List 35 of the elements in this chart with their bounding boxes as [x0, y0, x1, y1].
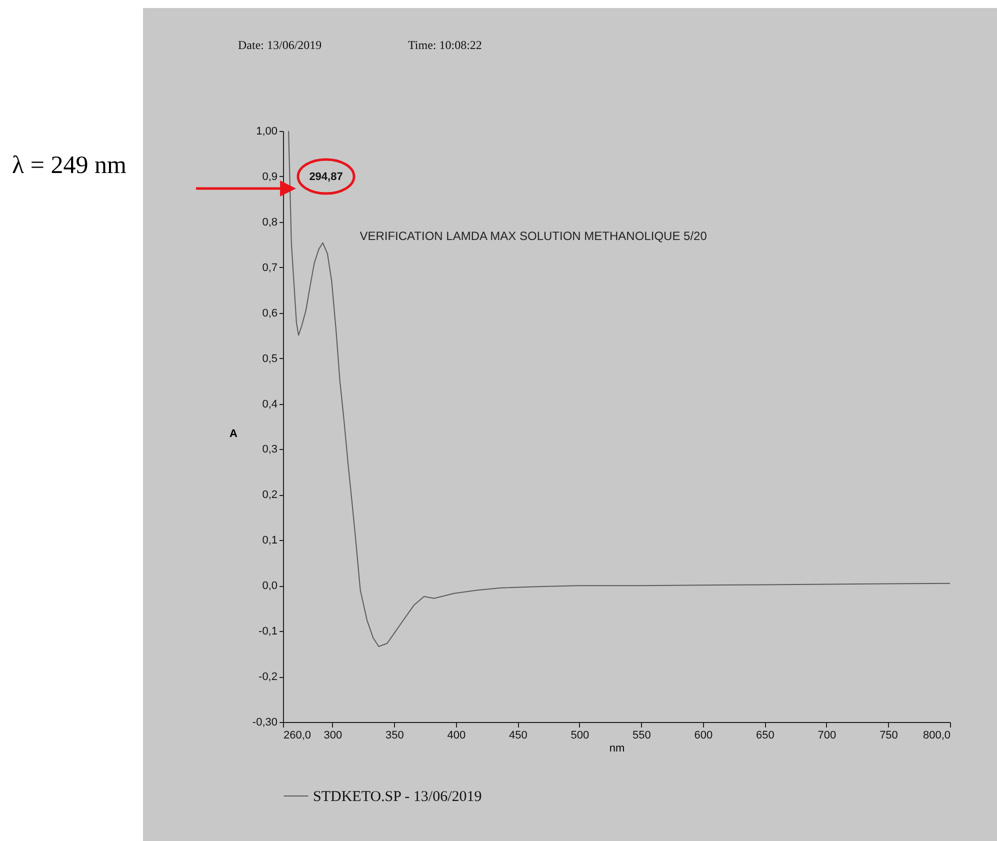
y-tick-label: -0,30: [252, 716, 278, 728]
x-tick-label: 500: [570, 730, 590, 742]
text: VERIFICATION LAMDA MAX SOLUTION METHANOLIQUE 5/20: [360, 228, 707, 242]
x-axis-title: nm: [609, 742, 625, 754]
x-tick-label: 800,0: [922, 730, 950, 742]
x-tick-label: 550: [632, 730, 651, 742]
x-tick-label: 350: [385, 730, 404, 742]
y-tick-label: 0,2: [262, 489, 278, 502]
y-tick-label: -0,2: [258, 671, 278, 684]
y-tick-label: -0,1: [258, 626, 278, 638]
y-tick-label: 0,6: [262, 307, 278, 320]
legend-label: STDKETO.SP - 13/06/2019: [313, 789, 482, 805]
annotation: 294,87: [309, 170, 343, 182]
x-tick-label: 600: [694, 730, 713, 742]
y-tick-label: 1,00: [256, 126, 278, 138]
y-tick-label: 0,0: [262, 580, 278, 592]
x-tick-label: 300: [324, 730, 342, 742]
x-tick-label: 400: [447, 730, 466, 742]
x-tick-label: 700: [818, 730, 836, 742]
y-tick-label: 0,1: [262, 534, 278, 547]
y-axis-title: A: [230, 428, 238, 440]
x-tick-label: 450: [509, 730, 528, 742]
text: Time: 10:08:22: [408, 38, 482, 53]
y-tick-label: 0,9: [262, 170, 278, 183]
x-tick-label: 650: [756, 730, 774, 742]
y-tick-label: 0,8: [262, 216, 278, 228]
y-tick-label: 0,5: [262, 352, 278, 365]
x-tick-label: 260,0: [284, 730, 312, 742]
line-series: [288, 131, 950, 648]
y-tick-label: 0,3: [262, 444, 278, 456]
y-tick-label: 0,7: [262, 262, 278, 274]
text: λ = 249 nm: [12, 152, 126, 180]
text: Date: 13/06/2019: [238, 38, 322, 53]
y-tick-label: 0,4: [262, 398, 278, 410]
x-tick-label: 750: [880, 730, 898, 742]
